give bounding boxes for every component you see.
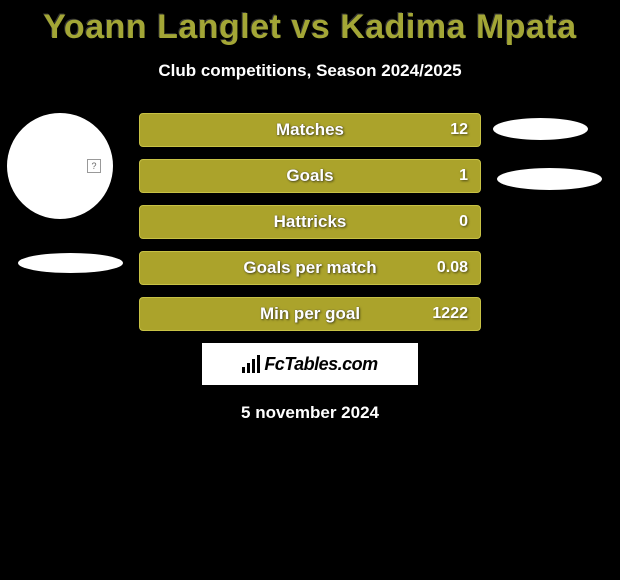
avatar-shadow-right-1 [493, 118, 588, 140]
stat-row-hattricks: Hattricks 0 [139, 205, 481, 239]
stats-area: ? Matches 12 Goals 1 Hattricks 0 Goals p… [0, 113, 620, 331]
avatar-shadow-left [18, 253, 123, 273]
page-title: Yoann Langlet vs Kadima Mpata [0, 0, 620, 47]
avatar-shadow-right-2 [497, 168, 602, 190]
stat-row-min-per-goal: Min per goal 1222 [139, 297, 481, 331]
subtitle: Club competitions, Season 2024/2025 [0, 61, 620, 81]
chart-bars-icon [242, 355, 260, 373]
stat-row-goals-per-match: Goals per match 0.08 [139, 251, 481, 285]
stat-label: Goals per match [140, 258, 480, 278]
stat-label: Hattricks [140, 212, 480, 232]
stat-label: Min per goal [140, 304, 480, 324]
stat-label: Goals [140, 166, 480, 186]
stat-label: Matches [140, 120, 480, 140]
branding-text: FcTables.com [264, 354, 377, 375]
stat-rows: Matches 12 Goals 1 Hattricks 0 Goals per… [139, 113, 481, 331]
broken-image-icon: ? [87, 159, 101, 173]
date-line: 5 november 2024 [0, 403, 620, 423]
player-avatar-left: ? [7, 113, 113, 219]
branding-box: FcTables.com [202, 343, 418, 385]
stat-row-matches: Matches 12 [139, 113, 481, 147]
stat-row-goals: Goals 1 [139, 159, 481, 193]
